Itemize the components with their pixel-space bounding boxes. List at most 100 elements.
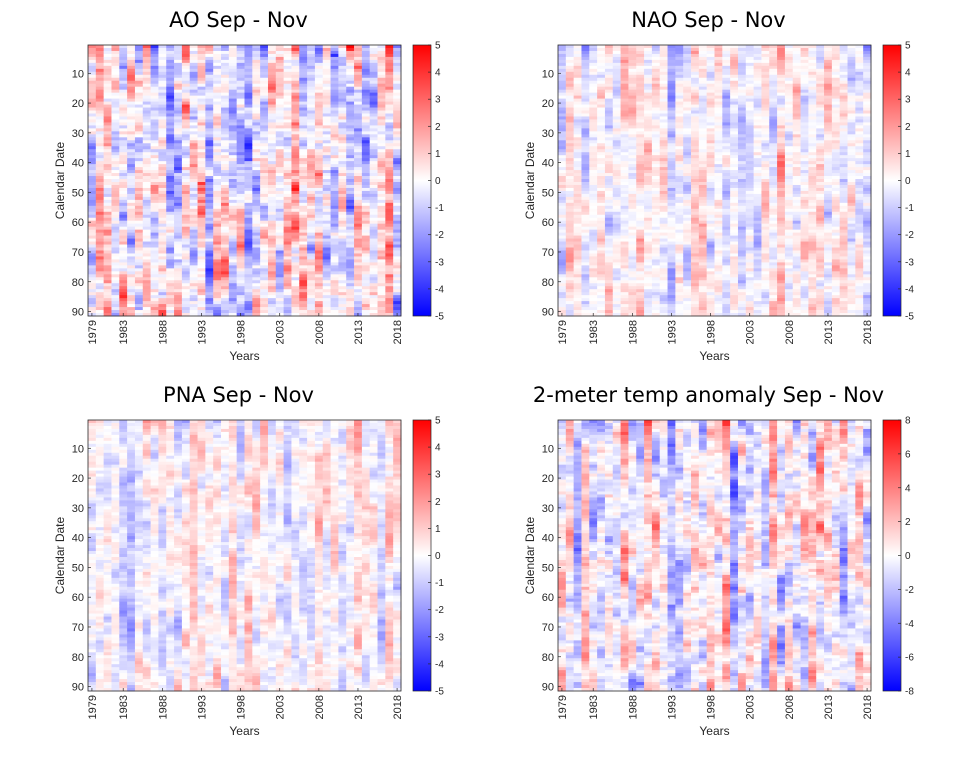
heatmap-cell	[385, 280, 394, 284]
heatmap-cell	[134, 56, 144, 61]
heatmap-cell	[659, 107, 668, 111]
heatmap-cell	[651, 89, 661, 94]
heatmap-cell	[659, 83, 668, 88]
heatmap-cell	[369, 208, 378, 213]
heatmap-cell	[111, 238, 120, 242]
heatmap-cell	[589, 277, 598, 281]
heatmap-cell	[612, 205, 621, 210]
heatmap-cell	[307, 95, 316, 100]
heatmap-cell	[612, 116, 621, 120]
heatmap-cell	[95, 53, 105, 58]
heatmap-cell	[111, 247, 120, 251]
heatmap-cell	[127, 256, 136, 260]
heatmap-cell	[581, 187, 590, 192]
heatmap-cell	[252, 83, 261, 88]
heatmap-cell	[620, 220, 629, 225]
heatmap-cell	[558, 62, 567, 67]
heatmap-cell	[346, 113, 355, 117]
heatmap-cell	[628, 152, 637, 156]
heatmap-cell	[244, 74, 253, 79]
heatmap-cell	[573, 134, 582, 138]
heatmap-cell	[589, 286, 598, 290]
heatmap-cell	[338, 256, 347, 260]
heatmap-cell	[88, 217, 97, 222]
heatmap-cell	[95, 155, 105, 159]
heatmap-cell	[385, 202, 394, 207]
heatmap-cell	[612, 50, 621, 55]
heatmap-cell	[166, 304, 175, 308]
heatmap-cell	[322, 229, 331, 234]
heatmap-cell	[95, 107, 105, 111]
heatmap-cell	[275, 125, 285, 129]
heatmap-cell	[189, 244, 198, 248]
heatmap-cell	[377, 125, 386, 129]
heatmap-cell	[103, 196, 112, 201]
heatmap-cell	[573, 220, 582, 225]
heatmap-cell	[134, 262, 144, 266]
heatmap-cell	[166, 45, 175, 49]
heatmap-cell	[644, 137, 653, 141]
heatmap-cell	[244, 226, 253, 231]
heatmap-cell	[213, 217, 222, 222]
heatmap-cell	[322, 74, 331, 79]
heatmap-cell	[291, 62, 300, 67]
heatmap-cell	[558, 259, 567, 263]
heatmap-cell	[291, 256, 300, 260]
heatmap-cell	[228, 152, 238, 156]
heatmap-cell	[291, 56, 300, 61]
heatmap-cell	[620, 80, 629, 85]
heatmap-cell	[597, 47, 606, 52]
heatmap-cell	[354, 104, 363, 108]
heatmap-cell	[174, 187, 183, 192]
heatmap-cell	[181, 65, 191, 70]
heatmap-cell	[127, 271, 136, 275]
heatmap-cell	[166, 59, 175, 64]
heatmap-cell	[338, 173, 347, 177]
heatmap-cell	[142, 137, 151, 141]
heatmap-cell	[275, 47, 285, 52]
heatmap-cell	[283, 259, 292, 263]
heatmap-cell	[346, 211, 355, 216]
heatmap-cell	[111, 265, 120, 269]
heatmap-cell	[228, 176, 238, 180]
heatmap-cell	[197, 155, 206, 159]
heatmap-cell	[651, 65, 661, 70]
heatmap-cell	[573, 268, 582, 272]
heatmap-cell	[142, 71, 151, 76]
heatmap-cell	[95, 158, 105, 162]
heatmap-cell	[612, 173, 621, 177]
heatmap-cell	[589, 95, 598, 100]
heatmap-cell	[322, 232, 331, 236]
heatmap-cell	[260, 155, 269, 159]
heatmap-cell	[314, 131, 324, 135]
heatmap-cell	[88, 158, 97, 162]
heatmap-cell	[354, 298, 363, 302]
heatmap-cell	[659, 181, 668, 186]
heatmap-cell	[267, 292, 277, 296]
heatmap-cell	[612, 80, 621, 85]
heatmap-cell	[361, 235, 371, 239]
heatmap-cell	[221, 86, 230, 91]
heatmap-cell	[244, 92, 253, 97]
heatmap-cell	[189, 292, 198, 296]
heatmap-cell	[659, 250, 668, 254]
heatmap-cell	[659, 56, 668, 61]
heatmap-cell	[558, 59, 567, 64]
heatmap-cell	[213, 104, 222, 108]
heatmap-cell	[604, 229, 614, 234]
heatmap-cell	[597, 71, 606, 76]
heatmap-cell	[636, 74, 645, 79]
heatmap-cell	[283, 53, 292, 58]
heatmap-cell	[659, 304, 668, 308]
heatmap-cell	[299, 158, 308, 162]
heatmap-cell	[252, 101, 261, 105]
heatmap-cell	[158, 68, 167, 73]
heatmap-cell	[307, 176, 316, 180]
heatmap-cell	[361, 122, 371, 126]
heatmap-cell	[88, 199, 97, 204]
heatmap-cell	[205, 140, 214, 144]
heatmap-cell	[291, 161, 300, 165]
heatmap-cell	[565, 187, 575, 192]
heatmap-cell	[244, 125, 253, 129]
heatmap-cell	[385, 140, 394, 144]
